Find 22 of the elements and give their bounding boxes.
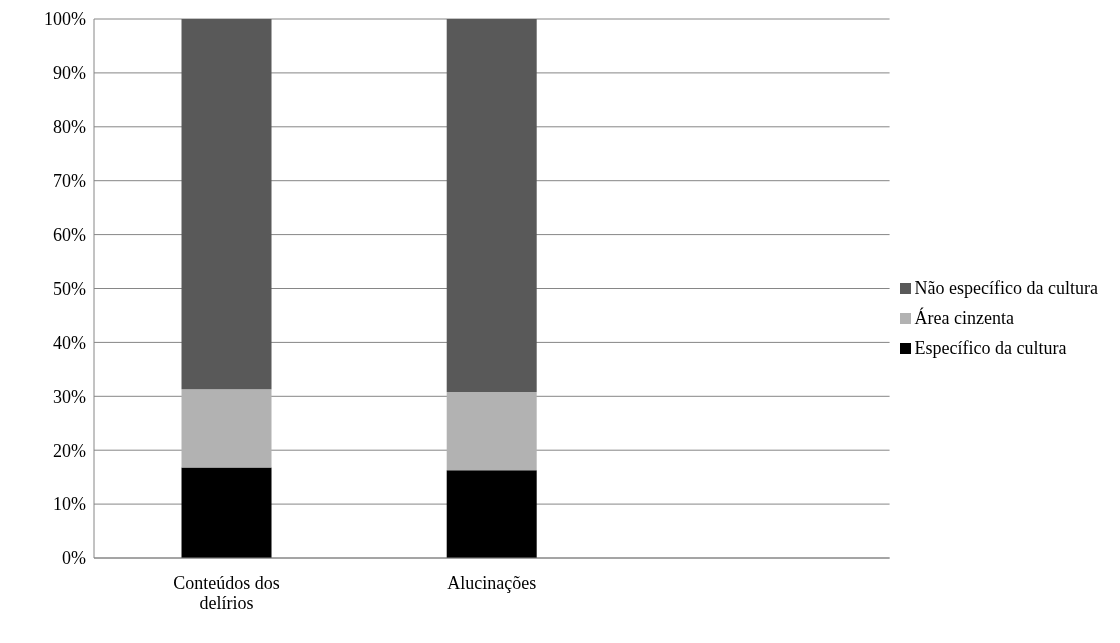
y-tick-label: 70% xyxy=(53,171,86,192)
y-tick-label: 100% xyxy=(44,9,86,30)
legend-label: Área cinzenta xyxy=(914,307,1015,329)
legend-label: Específico da cultura xyxy=(914,337,1067,359)
legend-label: Não específico da cultura xyxy=(914,277,1098,299)
x-tick-label: Alucinações xyxy=(447,572,537,593)
y-tick-label: 30% xyxy=(53,386,86,407)
y-tick-label: 40% xyxy=(53,332,86,353)
y-tick-label: 10% xyxy=(53,494,86,515)
y-tick-label: 90% xyxy=(53,63,86,84)
x-tick-label: Conteúdos dos delírios xyxy=(173,572,280,613)
bar xyxy=(446,470,537,558)
y-tick-label: 20% xyxy=(53,440,86,461)
bar xyxy=(181,19,272,390)
y-tick-label: 50% xyxy=(53,278,86,299)
bar xyxy=(446,19,537,392)
bar xyxy=(181,389,272,468)
bar xyxy=(181,467,272,558)
y-tick-label: 0% xyxy=(62,548,86,569)
y-tick-label: 80% xyxy=(53,117,86,138)
y-tick-label: 60% xyxy=(53,224,86,245)
bar xyxy=(446,391,537,471)
